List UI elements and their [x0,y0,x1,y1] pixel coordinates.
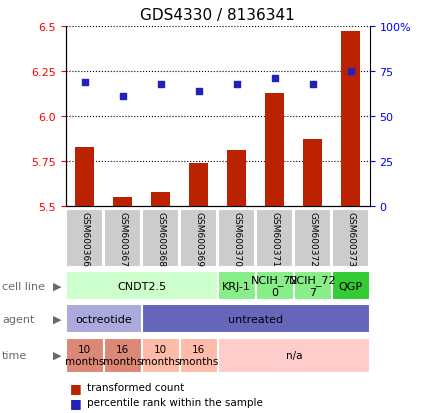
Text: ▶: ▶ [53,350,62,360]
Point [309,81,316,88]
Text: 10
months: 10 months [141,344,181,366]
Text: NCIH_72
0: NCIH_72 0 [251,275,299,297]
Text: time: time [2,350,27,360]
FancyBboxPatch shape [142,209,179,268]
Title: GDS4330 / 8136341: GDS4330 / 8136341 [140,8,295,23]
Text: NCIH_72
7: NCIH_72 7 [289,275,337,297]
Text: GSM600368: GSM600368 [156,211,165,266]
Point [272,76,278,82]
Point [347,69,354,75]
FancyBboxPatch shape [142,304,370,334]
FancyBboxPatch shape [66,338,104,373]
Text: GSM600369: GSM600369 [194,211,203,266]
FancyBboxPatch shape [218,271,256,301]
Point [233,81,240,88]
Bar [227,151,246,206]
Text: ■: ■ [70,396,82,409]
Text: ■: ■ [70,381,82,394]
FancyBboxPatch shape [142,338,180,373]
Point [119,94,126,100]
FancyBboxPatch shape [104,209,142,268]
Text: KRJ-1: KRJ-1 [222,281,251,291]
Point [82,79,88,86]
Text: ▶: ▶ [53,281,62,291]
Text: GSM600366: GSM600366 [80,211,89,266]
FancyBboxPatch shape [332,209,369,268]
Bar [265,93,284,206]
Text: octreotide: octreotide [76,314,132,324]
Text: GSM600370: GSM600370 [232,211,241,266]
FancyBboxPatch shape [66,271,218,301]
Point [196,88,202,95]
FancyBboxPatch shape [66,304,142,334]
Bar [341,32,360,206]
Text: GSM600373: GSM600373 [346,211,355,266]
FancyBboxPatch shape [256,209,293,268]
FancyBboxPatch shape [180,209,218,268]
Text: QGP: QGP [339,281,363,291]
FancyBboxPatch shape [104,338,142,373]
Text: 10
months: 10 months [65,344,105,366]
Bar [303,140,322,206]
Text: 16
months: 16 months [179,344,218,366]
FancyBboxPatch shape [180,338,218,373]
FancyBboxPatch shape [218,209,255,268]
Text: cell line: cell line [2,281,45,291]
Text: ▶: ▶ [53,314,62,324]
Bar [113,197,132,206]
Bar [75,147,94,206]
FancyBboxPatch shape [256,271,294,301]
Text: transformed count: transformed count [87,382,184,392]
Text: percentile rank within the sample: percentile rank within the sample [87,397,263,407]
Text: n/a: n/a [286,350,302,360]
Text: GSM600367: GSM600367 [118,211,127,266]
Text: GSM600371: GSM600371 [270,211,279,266]
Text: 16
months: 16 months [103,344,142,366]
Text: agent: agent [2,314,34,324]
FancyBboxPatch shape [294,271,332,301]
Text: GSM600372: GSM600372 [308,211,317,266]
FancyBboxPatch shape [218,338,370,373]
FancyBboxPatch shape [294,209,332,268]
Bar [189,164,208,206]
Text: untreated: untreated [228,314,283,324]
FancyBboxPatch shape [332,271,370,301]
Bar [151,192,170,206]
Point [157,81,164,88]
FancyBboxPatch shape [66,209,103,268]
Text: CNDT2.5: CNDT2.5 [117,281,167,291]
